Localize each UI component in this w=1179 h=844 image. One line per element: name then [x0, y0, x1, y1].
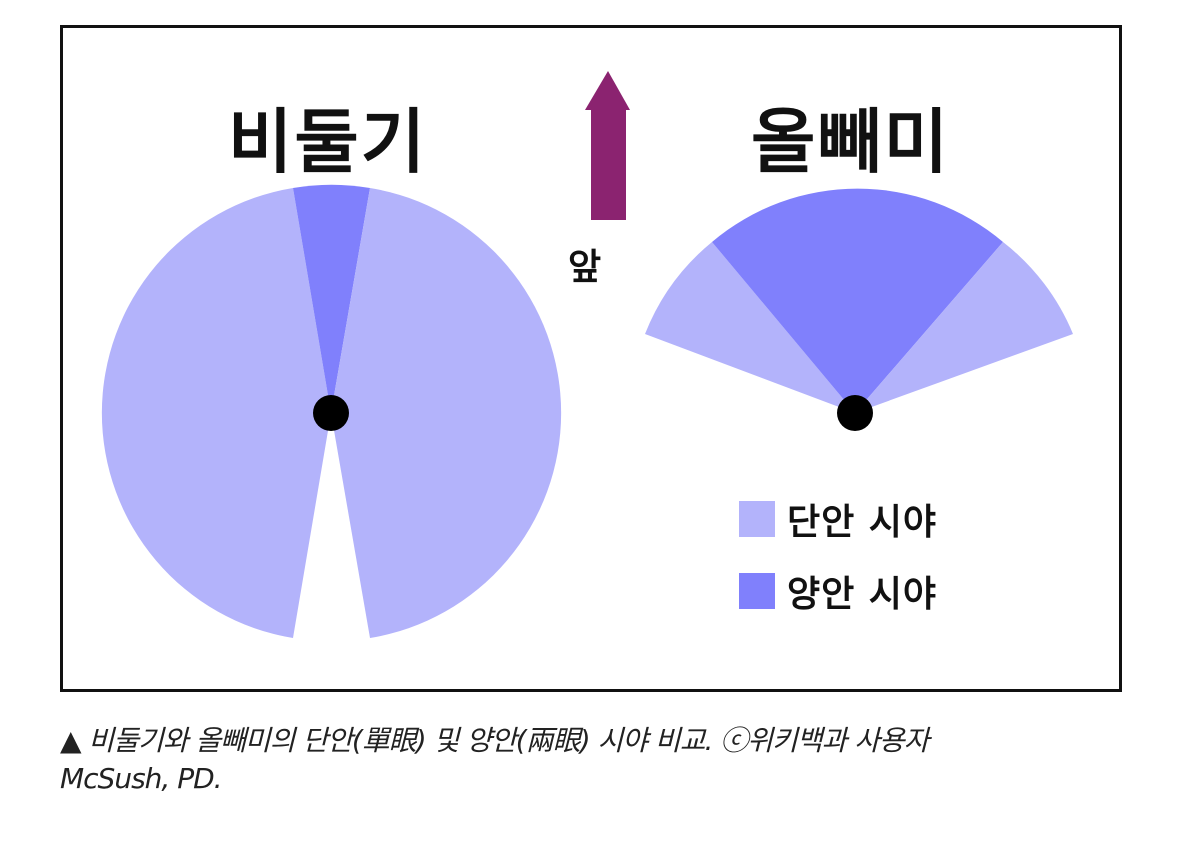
legend-label-binocular: 양안 시야 [787, 574, 938, 615]
legend: 단안 시야 양안 시야 [739, 483, 937, 627]
owl-title: 올빼미 [751, 101, 951, 183]
figure-frame: 비둘기 올빼미 앞 단안 시야 양안 시야 [60, 25, 1122, 692]
legend-swatch-binocular [739, 573, 775, 609]
figure-caption: ▲ 비둘기와 올빼미의 단안(單眼) 및 양안(兩眼) 시야 비교. ⓒ위키백과… [60, 722, 1125, 798]
owl-monocular-field-right [855, 242, 1073, 413]
pigeon-monocular-field-left [101, 188, 331, 638]
owl-visual-field [645, 188, 1073, 431]
vision-diagram [101, 71, 1073, 638]
front-arrow-head [585, 71, 630, 110]
owl-eye [837, 395, 873, 431]
owl-monocular-field-left [645, 242, 855, 413]
front-arrow-shaft [595, 110, 620, 220]
front-label: 앞 [568, 247, 602, 288]
legend-item-binocular: 양안 시야 [739, 555, 937, 627]
caption-line-1: ▲ 비둘기와 올빼미의 단안(單眼) 및 양안(兩眼) 시야 비교. ⓒ위키백과… [60, 724, 929, 757]
legend-item-monocular: 단안 시야 [739, 483, 937, 555]
pigeon-title: 비둘기 [228, 101, 428, 183]
legend-swatch-monocular [739, 501, 775, 537]
pigeon-monocular-field-right [331, 188, 562, 638]
pigeon-binocular-field [293, 184, 370, 413]
legend-label-monocular: 단안 시야 [787, 502, 938, 543]
pigeon-visual-field [101, 184, 562, 638]
owl-binocular-field [712, 188, 1003, 413]
pigeon-eye [313, 395, 349, 431]
caption-line-2: McSush, PD. [60, 762, 223, 795]
